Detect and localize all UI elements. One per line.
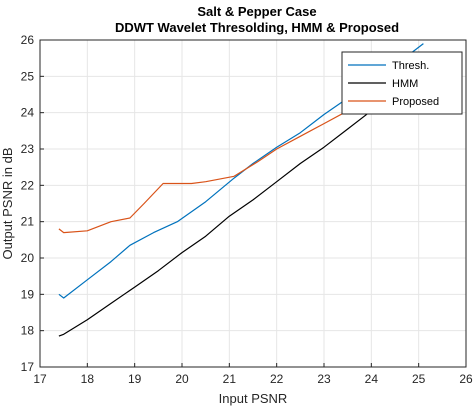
y-tick-label: 23 — [21, 142, 35, 156]
x-tick-label: 26 — [459, 372, 473, 386]
x-tick-label: 25 — [412, 372, 426, 386]
legend-label: Thresh. — [392, 60, 429, 72]
x-tick-label: 20 — [175, 372, 189, 386]
chart-subtitle: DDWT Wavelet Thresolding, HMM & Proposed — [115, 20, 399, 35]
ticks: 17 18 19 20 21 22 23 24 25 26 17 18 19 20 21 22 23 24 25 26 — [21, 33, 473, 386]
chart-title: Salt & Pepper Case — [197, 4, 316, 19]
x-tick-label: 22 — [270, 372, 284, 386]
y-tick-label: 18 — [21, 324, 35, 338]
x-tick-label: 23 — [317, 372, 331, 386]
y-tick-label: 19 — [21, 287, 35, 301]
y-tick-label: 26 — [21, 33, 35, 47]
legend: Thresh. HMM Proposed — [341, 51, 463, 115]
series-line-hmm — [58, 72, 424, 337]
x-tick-label: 24 — [365, 372, 379, 386]
y-tick-label: 24 — [21, 106, 35, 120]
y-tick-label: 20 — [21, 251, 35, 265]
x-tick-label: 17 — [33, 372, 47, 386]
grid — [39, 39, 467, 368]
legend-label: HMM — [392, 78, 418, 90]
y-tick-label: 17 — [21, 360, 35, 374]
legend-label: Proposed — [392, 96, 439, 108]
x-tick-label: 19 — [128, 372, 142, 386]
x-tick-label: 18 — [81, 372, 95, 386]
plot-frame — [39, 39, 467, 368]
y-tick-label: 22 — [21, 178, 35, 192]
x-axis-label: Input PSNR — [219, 391, 288, 406]
y-tick-label: 25 — [21, 69, 35, 83]
y-tick-label: 21 — [21, 215, 35, 229]
x-tick-label: 21 — [223, 372, 237, 386]
y-axis-label: Output PSNR in dB — [0, 148, 15, 260]
